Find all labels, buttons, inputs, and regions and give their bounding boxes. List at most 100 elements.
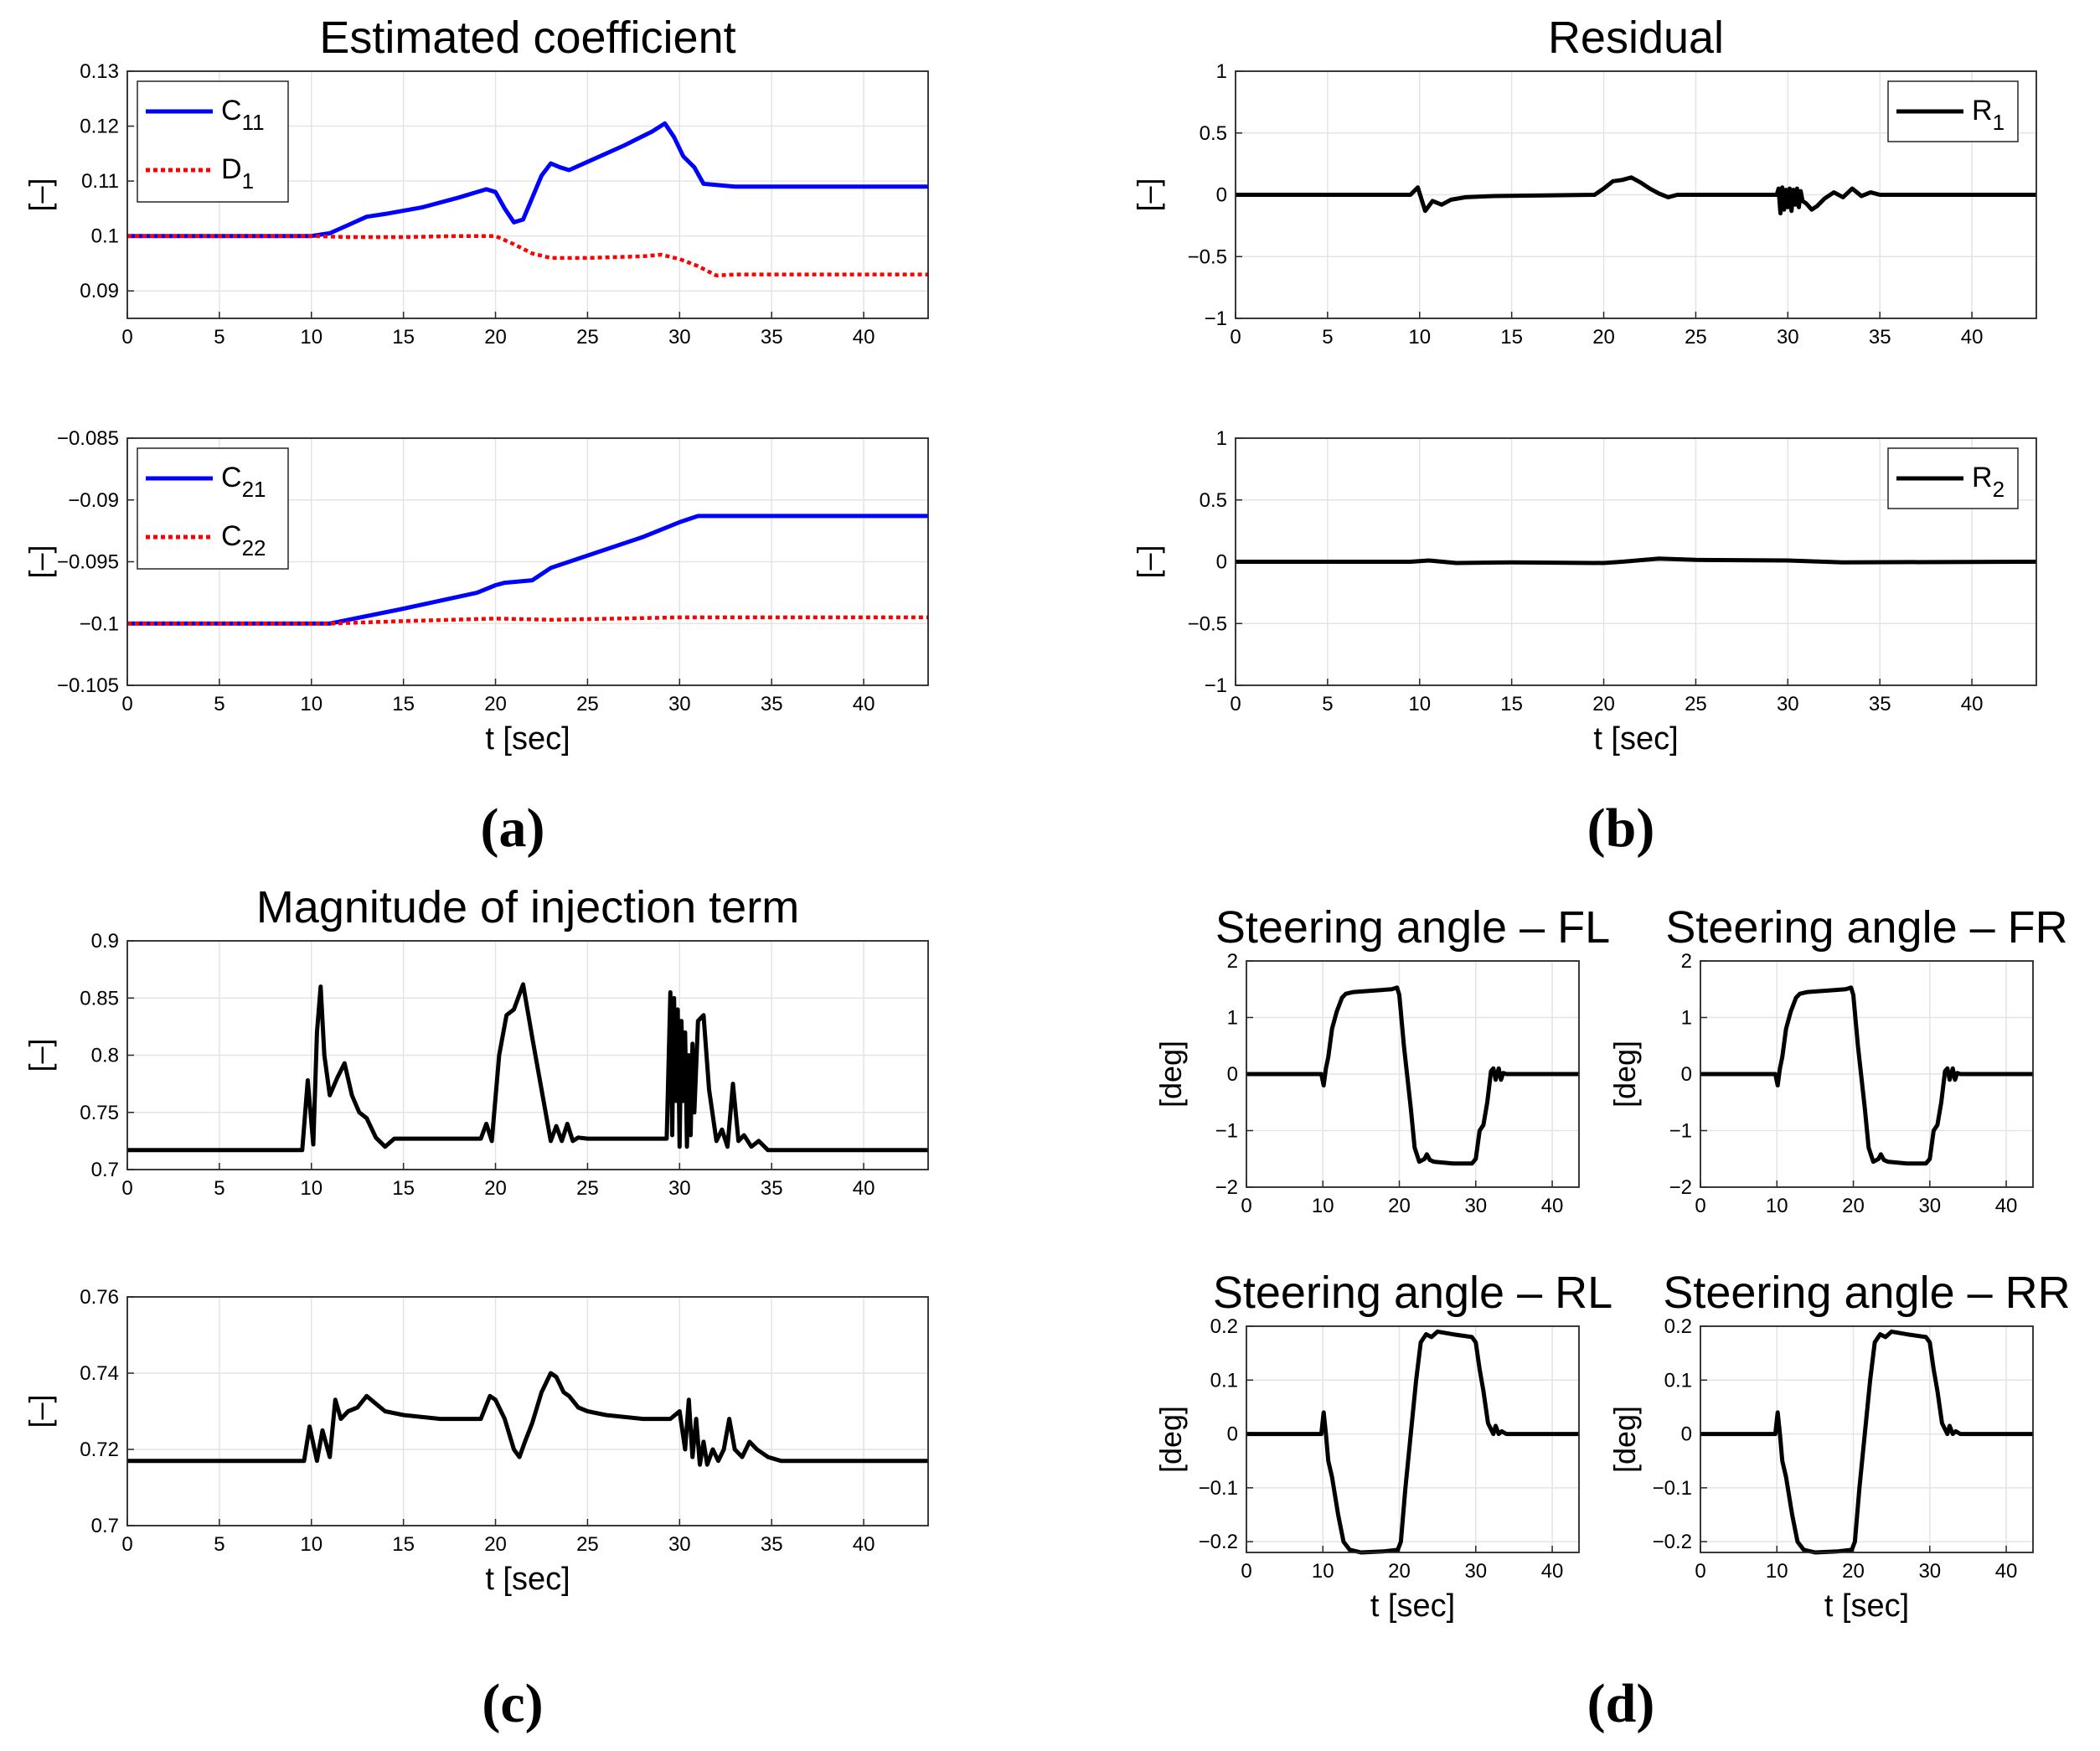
x-tick-label: 25 (1685, 693, 1707, 715)
x-tick-label: 10 (300, 693, 322, 715)
y-tick-label: 0.5 (1200, 122, 1227, 145)
y-tick-label: 0.12 (80, 116, 119, 138)
x-tick-label: 25 (576, 1533, 599, 1556)
series-line-signal (1700, 1329, 2033, 1555)
y-tick-label: 1 (1216, 427, 1227, 450)
y-tick-label: 0.8 (91, 1045, 119, 1067)
series-line-d1 (127, 234, 928, 278)
axes-frame (126, 70, 929, 319)
x-tick-label: 5 (1322, 326, 1333, 349)
axes-frame (126, 940, 929, 1170)
chart-a-top: 0 5 10 15 20 25 30 35 40 0.09 0.1 0.11 0.12 0.13 Estim… (23, 13, 929, 349)
x-tick-label: 20 (484, 326, 507, 349)
chart-title: Steering angle – RL (1213, 1268, 1612, 1318)
axes-frame (1700, 1325, 2034, 1553)
x-tick-label: 5 (1322, 693, 1333, 715)
series-line-signal (1700, 985, 2033, 1166)
y-tick-label: 1 (1681, 1007, 1692, 1030)
x-tick-label: 40 (1541, 1195, 1564, 1217)
y-axis-label: [–] (1131, 178, 1165, 211)
y-tick-label: 1 (1227, 1007, 1238, 1030)
y-axis-label: [–] (23, 545, 57, 578)
panel-label-c: (c) (482, 1673, 543, 1734)
x-tick-label: 30 (1464, 1560, 1487, 1583)
x-tick-label: 0 (1230, 326, 1241, 349)
y-tick-label: 2 (1227, 950, 1238, 973)
y-tick-label: −0.5 (1188, 245, 1227, 268)
y-tick-label: −0.2 (1653, 1531, 1692, 1553)
y-tick-label: 0.74 (80, 1362, 119, 1385)
y-tick-label: 0.1 (1664, 1369, 1692, 1392)
x-tick-label: 30 (668, 693, 691, 715)
y-tick-label: 0.76 (80, 1286, 119, 1309)
y-tick-label: −2 (1215, 1176, 1238, 1199)
y-tick-label: 0.2 (1210, 1315, 1238, 1338)
y-tick-label: 0 (1227, 1423, 1238, 1446)
x-tick-label: 10 (1312, 1195, 1334, 1217)
x-tick-label: 20 (1842, 1560, 1865, 1583)
series-line-signal (127, 982, 928, 1153)
x-tick-label: 20 (484, 693, 507, 715)
x-tick-label: 10 (300, 326, 322, 349)
chart-b-bottom: 0 5 10 15 20 25 30 35 40 −1 −0.5 0 0.5 1 t [sec] [–] R2 (1131, 427, 2037, 757)
x-tick-label: 25 (1685, 326, 1707, 349)
chart-c-top: 0 5 10 15 20 25 30 35 40 0.7 0.75 0.8 0.85 0.9 Magnitu… (23, 882, 929, 1200)
x-axis-label: t [sec] (485, 721, 570, 757)
y-tick-label: 0 (1216, 551, 1227, 574)
x-tick-label: 40 (853, 693, 875, 715)
chart-title: Steering angle – RR (1663, 1268, 2070, 1318)
y-tick-label: 0.7 (91, 1159, 119, 1181)
y-axis-label: [deg] (1607, 1041, 1642, 1108)
x-tick-label: 40 (1961, 326, 1984, 349)
x-tick-label: 10 (300, 1177, 322, 1200)
chart-title: Magnitude of injection term (256, 882, 799, 932)
x-tick-label: 0 (1695, 1195, 1705, 1217)
x-tick-label: 40 (1995, 1195, 2018, 1217)
axes-frame (1235, 437, 2037, 686)
x-tick-label: 0 (1241, 1195, 1251, 1217)
y-tick-label: −0.09 (68, 489, 119, 512)
x-tick-label: 35 (761, 1177, 783, 1200)
y-tick-label: 0.72 (80, 1439, 119, 1461)
x-tick-label: 25 (576, 326, 599, 349)
legend-box (137, 80, 289, 203)
y-tick-label: −0.105 (57, 674, 119, 697)
x-tick-label: 35 (761, 1533, 783, 1556)
legend: R2 (1887, 447, 2019, 509)
x-tick-label: 20 (1842, 1195, 1865, 1217)
x-tick-label: 10 (1408, 326, 1431, 349)
y-tick-label: 0.09 (80, 280, 119, 302)
chart-title: Estimated coefficient (319, 13, 735, 63)
x-tick-label: 10 (1766, 1560, 1788, 1583)
axes-frame (126, 437, 929, 686)
axes-frame (126, 1296, 929, 1526)
x-tick-label: 0 (1230, 693, 1241, 715)
x-tick-label: 20 (1592, 693, 1615, 715)
x-tick-label: 5 (214, 693, 224, 715)
y-tick-label: 0.7 (91, 1515, 119, 1537)
chart-b-top: 0 5 10 15 20 25 30 35 40 −1 −0.5 0 0.5 1 Residual [–] R1 (1131, 13, 2037, 349)
x-tick-label: 10 (1766, 1195, 1788, 1217)
series-line-r2 (1236, 556, 2037, 566)
axes-frame (1700, 960, 2034, 1188)
y-axis-label: [–] (23, 1394, 57, 1428)
y-tick-label: −0.1 (1653, 1477, 1692, 1500)
y-tick-label: −0.2 (1199, 1531, 1238, 1553)
y-tick-label: 0.5 (1200, 489, 1227, 512)
y-tick-label: −0.1 (80, 612, 119, 635)
series-line-r1 (1236, 175, 2036, 216)
series-line-signal (1246, 1329, 1579, 1555)
x-tick-label: 40 (1995, 1560, 2018, 1583)
x-tick-label: 20 (1388, 1560, 1411, 1583)
axes-frame (1246, 1325, 1580, 1553)
plot-area (127, 1297, 928, 1526)
x-tick-label: 0 (121, 1533, 132, 1556)
y-axis-label: [deg] (1153, 1406, 1188, 1473)
x-tick-label: 15 (392, 1177, 415, 1200)
y-tick-label: 0 (1681, 1423, 1692, 1446)
x-tick-label: 20 (1388, 1195, 1411, 1217)
